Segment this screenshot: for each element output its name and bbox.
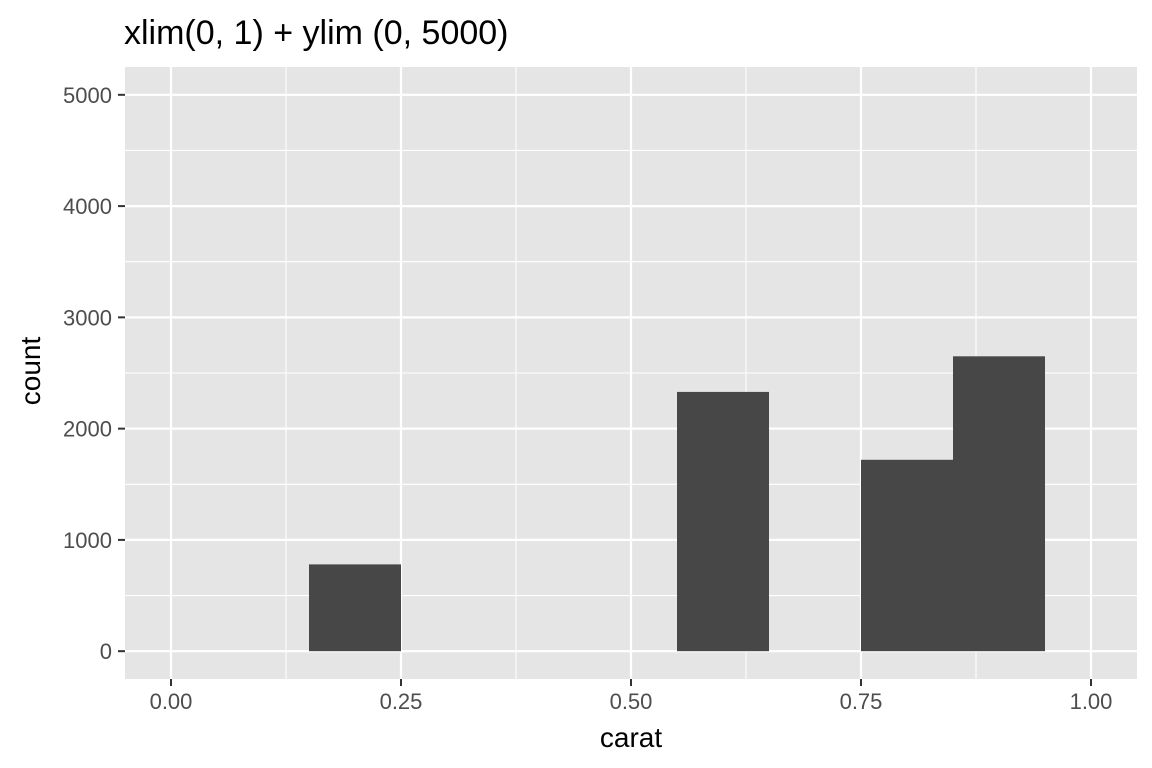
x-tick-label: 0.00 — [150, 689, 193, 714]
axes: 0.00 0.25 0.50 0.75 1.00 0 1000 2000 3000 4000 500… — [63, 83, 1112, 714]
x-tick-label: 0.25 — [380, 689, 423, 714]
x-tick-label: 1.00 — [1070, 689, 1113, 714]
y-tick-label: 5000 — [63, 83, 112, 108]
y-tick-label: 3000 — [63, 305, 112, 330]
histogram-bar — [861, 459, 953, 652]
y-tick-label: 2000 — [63, 417, 112, 442]
histogram-bar — [309, 564, 401, 652]
x-tick-label: 0.75 — [840, 689, 883, 714]
y-axis-title: count — [15, 337, 46, 406]
y-tick-label: 0 — [100, 639, 112, 664]
chart-title: xlim(0, 1) + ylim (0, 5000) — [124, 14, 509, 52]
histogram-bar — [677, 391, 769, 652]
histogram-bar — [953, 356, 1045, 652]
x-axis-title: carat — [600, 722, 662, 753]
x-tick-label: 0.50 — [610, 689, 653, 714]
histogram-bars — [309, 356, 1045, 652]
y-tick-label: 1000 — [63, 528, 112, 553]
y-tick-label: 4000 — [63, 194, 112, 219]
